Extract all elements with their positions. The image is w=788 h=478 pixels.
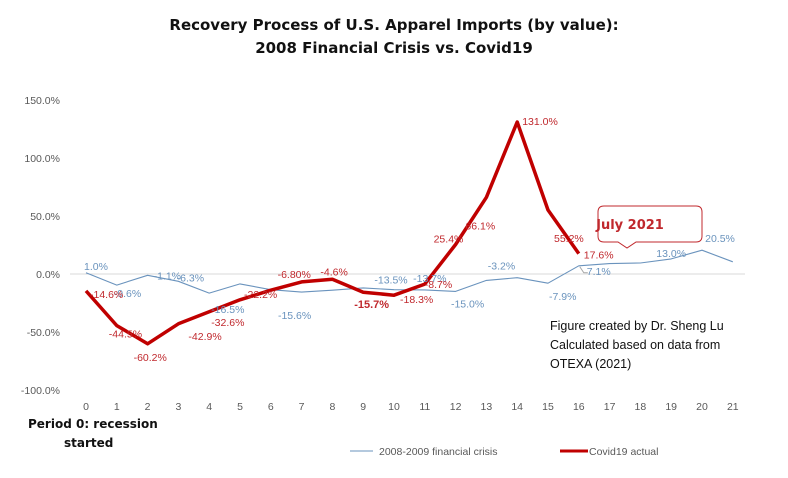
- data-label-financial-crisis: -15.0%: [451, 298, 484, 310]
- chart-subtitle: 2008 Financial Crisis vs. Covid19: [255, 39, 533, 57]
- data-label-covid: -4.6%: [320, 266, 347, 278]
- y-tick-label: 150.0%: [24, 95, 60, 107]
- legend-item-financial-crisis[interactable]: 2008-2009 financial crisis: [350, 446, 497, 458]
- x-tick-label: 11: [419, 401, 430, 413]
- x-tick-label: 8: [329, 401, 335, 413]
- data-label-financial-crisis: -13.5%: [374, 275, 407, 287]
- x-tick-label: 14: [511, 401, 523, 413]
- data-label-financial-crisis: -3.2%: [488, 261, 515, 273]
- data-label-covid: 66.1%: [465, 220, 495, 232]
- y-tick-label: -50.0%: [27, 327, 60, 339]
- data-label-financial-crisis: -6.3%: [177, 272, 204, 284]
- x-tick-label: 0: [83, 401, 89, 413]
- data-label-financial-crisis: 20.5%: [705, 233, 735, 245]
- legend-item-covid[interactable]: Covid19 actual: [560, 446, 658, 458]
- x-tick-label: 6: [268, 401, 274, 413]
- data-label-covid: -14.6%: [90, 289, 123, 301]
- x-tick-label: 17: [604, 401, 616, 413]
- data-label-covid: -18.3%: [400, 294, 433, 306]
- x-tick-label: 1: [114, 401, 120, 413]
- y-tick-label: -100.0%: [21, 385, 60, 397]
- data-label-covid: -22.2%: [244, 289, 277, 301]
- x-tick-label: 15: [542, 401, 554, 413]
- x-tick-label: 9: [360, 401, 366, 413]
- leader-line: [579, 266, 588, 274]
- x-tick-label: 19: [665, 401, 677, 413]
- y-axis: 150.0% 100.0% 50.0% 0.0% -50.0% -100.0%: [21, 95, 60, 397]
- data-label-covid: -6.80%: [278, 269, 311, 281]
- data-label-covid: 55.2%: [554, 233, 584, 245]
- x-tick-label: 20: [696, 401, 708, 413]
- callout: July 2021: [595, 205, 703, 249]
- series-line-covid: [84, 120, 581, 346]
- x-tick-label: 18: [635, 401, 647, 413]
- plot-area: [84, 120, 733, 346]
- x-tick-label: 3: [175, 401, 181, 413]
- x-axis-note-line-1: Period 0: recession: [28, 417, 158, 431]
- x-tick-label: 12: [450, 401, 462, 413]
- x-axis-note-line-2: started: [64, 436, 113, 450]
- data-label-financial-crisis: -7.9%: [549, 291, 576, 303]
- data-label-covid: -44.5%: [109, 329, 142, 341]
- source-note-line-1: Figure created by Dr. Sheng Lu: [550, 319, 724, 333]
- legend: 2008-2009 financial crisis Covid19 actua…: [350, 446, 658, 458]
- data-label-covid: 17.6%: [584, 250, 614, 262]
- callout-text: July 2021: [595, 218, 664, 233]
- x-axis: 0 1 2 3 4 5 6 7 8 9 10 11 12 13 14 15 16 17 18 19 20 21: [83, 401, 739, 413]
- source-note-line-2: Calculated based on data from: [550, 338, 720, 352]
- x-tick-label: 13: [481, 401, 493, 413]
- data-label-financial-crisis: -1.1%: [154, 270, 181, 282]
- x-tick-label: 16: [573, 401, 585, 413]
- data-labels: 1.0% -9.6% -1.1%-6.3% -16.5% -15.6% -13.5% -13…: [84, 116, 735, 364]
- data-label-covid: 25.4%: [434, 234, 464, 246]
- data-label-financial-crisis: 7.1%: [587, 266, 611, 278]
- x-tick-label: 2: [145, 401, 151, 413]
- x-tick-label: 7: [299, 401, 305, 413]
- data-label-covid: -32.6%: [211, 317, 244, 329]
- y-tick-label: 100.0%: [24, 153, 60, 165]
- data-label-covid: 131.0%: [522, 116, 558, 128]
- y-tick-label: 50.0%: [30, 211, 60, 223]
- data-label-covid: -8.7%: [425, 279, 452, 291]
- source-note-line-3: OTEXA (2021): [550, 357, 631, 371]
- legend-label-financial-crisis: 2008-2009 financial crisis: [379, 446, 497, 458]
- data-label-financial-crisis: -15.6%: [278, 310, 311, 322]
- callout-box: [597, 205, 703, 249]
- data-label-financial-crisis: -13.7%: [413, 273, 446, 285]
- data-label-financial-crisis: 13.0%: [656, 248, 686, 260]
- data-label-financial-crisis: -9.6%: [114, 288, 141, 300]
- x-tick-label: 4: [206, 401, 212, 413]
- chart-title: Recovery Process of U.S. Apparel Imports…: [169, 16, 618, 34]
- x-tick-label: 21: [727, 401, 739, 413]
- legend-label-covid: Covid19 actual: [589, 446, 658, 458]
- x-tick-label: 5: [237, 401, 243, 413]
- data-label-covid: -60.2%: [134, 352, 167, 364]
- x-tick-label: 10: [388, 401, 400, 413]
- y-tick-label: 0.0%: [36, 269, 60, 281]
- data-label-financial-crisis: 1.0%: [84, 261, 108, 273]
- data-label-financial-crisis: -16.5%: [211, 304, 244, 316]
- data-label-covid: -15.7%: [354, 299, 389, 311]
- data-label-covid: -42.9%: [188, 331, 221, 343]
- source-note: Figure created by Dr. Sheng Lu Calculate…: [550, 319, 724, 371]
